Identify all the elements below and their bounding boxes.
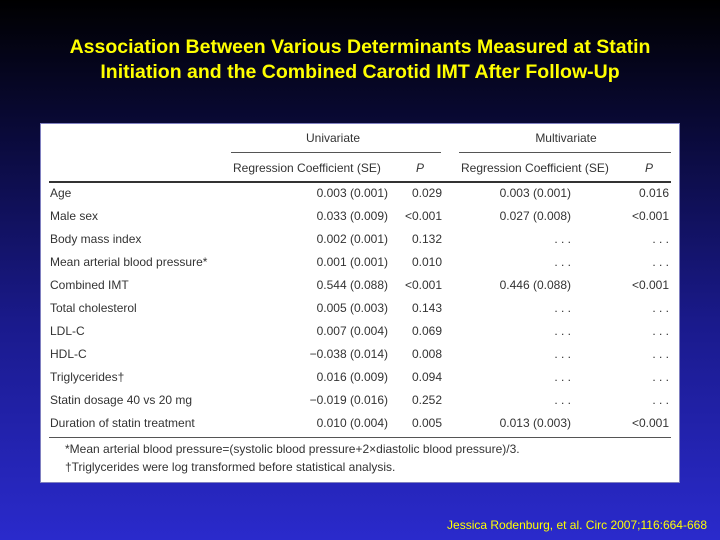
row-label: LDL-C [50, 324, 85, 338]
univariate-coefficient: 0.033 (0.009) [316, 209, 388, 223]
footnote-map: *Mean arterial blood pressure=(systolic … [65, 442, 520, 456]
row-label: Combined IMT [50, 278, 129, 292]
col-header-coef-univariate: Regression Coefficient (SE) [233, 161, 381, 175]
univariate-p-value: 0.069 [411, 324, 442, 338]
multivariate-coefficient: . . . [554, 301, 571, 315]
multivariate-p-value: . . . [652, 232, 669, 246]
multivariate-p-value: <0.001 [631, 416, 669, 430]
row-label: Total cholesterol [50, 301, 137, 315]
univariate-coefficient: 0.003 (0.001) [316, 186, 388, 200]
table-row: Mean arterial blood pressure* 0.001 (0.00… [41, 251, 681, 274]
row-label: Age [50, 186, 72, 200]
table-row: HDL-C −0.038 (0.014) 0.008 . . . . . . [41, 343, 681, 366]
row-label: HDL-C [50, 347, 87, 361]
multivariate-coefficient: . . . [554, 347, 571, 361]
univariate-p-value: 0.252 [411, 393, 442, 407]
row-label: Male sex [50, 209, 99, 223]
multivariate-p-value: . . . [652, 301, 669, 315]
univariate-group-header: Univariate [305, 131, 361, 145]
col-header-p-multivariate: P [645, 161, 654, 175]
table-row: Duration of statin treatment 0.010 (0.004… [41, 412, 681, 435]
table-row: LDL-C 0.007 (0.004) 0.069 . . . . . . [41, 320, 681, 343]
multivariate-coefficient: 0.027 (0.008) [499, 209, 571, 223]
univariate-coefficient: −0.038 (0.014) [309, 347, 388, 361]
univariate-p-value: 0.029 [411, 186, 442, 200]
body-bottom-rule [49, 437, 671, 438]
table-row: Body mass index 0.002 (0.001) 0.132 . . . . … [41, 228, 681, 251]
footnote-triglycerides: †Triglycerides were log transformed befo… [65, 460, 396, 474]
slide-title: Association Between Various Determinants… [0, 35, 720, 85]
row-label: Triglycerides† [50, 370, 125, 384]
univariate-p-value: 0.005 [411, 416, 442, 430]
table-row: Total cholesterol 0.005 (0.003) 0.143 . . .… [41, 297, 681, 320]
multivariate-p-value: . . . [652, 347, 669, 361]
multivariate-coefficient: . . . [554, 255, 571, 269]
header-bottom-rule [49, 181, 671, 183]
multivariate-coefficient: . . . [554, 370, 571, 384]
univariate-coefficient: 0.544 (0.088) [316, 278, 388, 292]
univariate-p-value: 0.010 [411, 255, 442, 269]
univariate-rule [231, 152, 441, 153]
univariate-p-value: 0.143 [411, 301, 442, 315]
multivariate-coefficient: 0.013 (0.003) [499, 416, 571, 430]
multivariate-p-value: 0.016 [638, 186, 669, 200]
table-row: Triglycerides† 0.016 (0.009) 0.094 . . . . .… [41, 366, 681, 389]
slide-title-line2: Initiation and the Combined Carotid IMT … [100, 61, 620, 83]
slide-title-line1: Association Between Various Determinants… [69, 36, 651, 58]
row-label: Duration of statin treatment [50, 416, 195, 430]
univariate-p-value: 0.094 [411, 370, 442, 384]
univariate-coefficient: 0.007 (0.004) [316, 324, 388, 338]
multivariate-p-value: <0.001 [631, 278, 669, 292]
multivariate-p-value: . . . [652, 393, 669, 407]
table-row: Age 0.003 (0.001) 0.029 0.003 (0.001) 0.016 [41, 182, 681, 205]
row-label: Statin dosage 40 vs 20 mg [50, 393, 193, 407]
multivariate-coefficient: 0.003 (0.001) [499, 186, 571, 200]
multivariate-group-header: Multivariate [535, 131, 597, 145]
multivariate-p-value: . . . [652, 324, 669, 338]
univariate-coefficient: −0.019 (0.016) [309, 393, 388, 407]
citation: Jessica Rodenburg, et al. Circ 2007;116:… [447, 518, 707, 532]
univariate-p-value: 0.132 [411, 232, 442, 246]
multivariate-p-value: <0.001 [631, 209, 669, 223]
univariate-p-value: <0.001 [404, 278, 442, 292]
univariate-p-value: <0.001 [404, 209, 442, 223]
univariate-coefficient: 0.010 (0.004) [316, 416, 388, 430]
col-header-p-univariate: P [416, 161, 425, 175]
multivariate-p-value: . . . [652, 370, 669, 384]
table-row: Statin dosage 40 vs 20 mg −0.019 (0.016) 0… [41, 389, 681, 412]
univariate-coefficient: 0.016 (0.009) [316, 370, 388, 384]
univariate-coefficient: 0.002 (0.001) [316, 232, 388, 246]
univariate-coefficient: 0.001 (0.001) [316, 255, 388, 269]
table-row: Male sex 0.033 (0.009) <0.001 0.027 (0.008)… [41, 205, 681, 228]
row-label: Body mass index [50, 232, 142, 246]
multivariate-coefficient: . . . [554, 393, 571, 407]
multivariate-p-value: . . . [652, 255, 669, 269]
multivariate-coefficient: . . . [554, 232, 571, 246]
univariate-p-value: 0.008 [411, 347, 442, 361]
multivariate-coefficient: . . . [554, 324, 571, 338]
row-label: Mean arterial blood pressure* [50, 255, 208, 269]
table-row: Combined IMT 0.544 (0.088) <0.001 0.446 (0.… [41, 274, 681, 297]
col-header-coef-multivariate: Regression Coefficient (SE) [461, 161, 609, 175]
univariate-coefficient: 0.005 (0.003) [316, 301, 388, 315]
multivariate-coefficient: 0.446 (0.088) [499, 278, 571, 292]
results-table: Univariate Multivariate Regression Coeff… [40, 123, 680, 483]
multivariate-rule [459, 152, 671, 153]
